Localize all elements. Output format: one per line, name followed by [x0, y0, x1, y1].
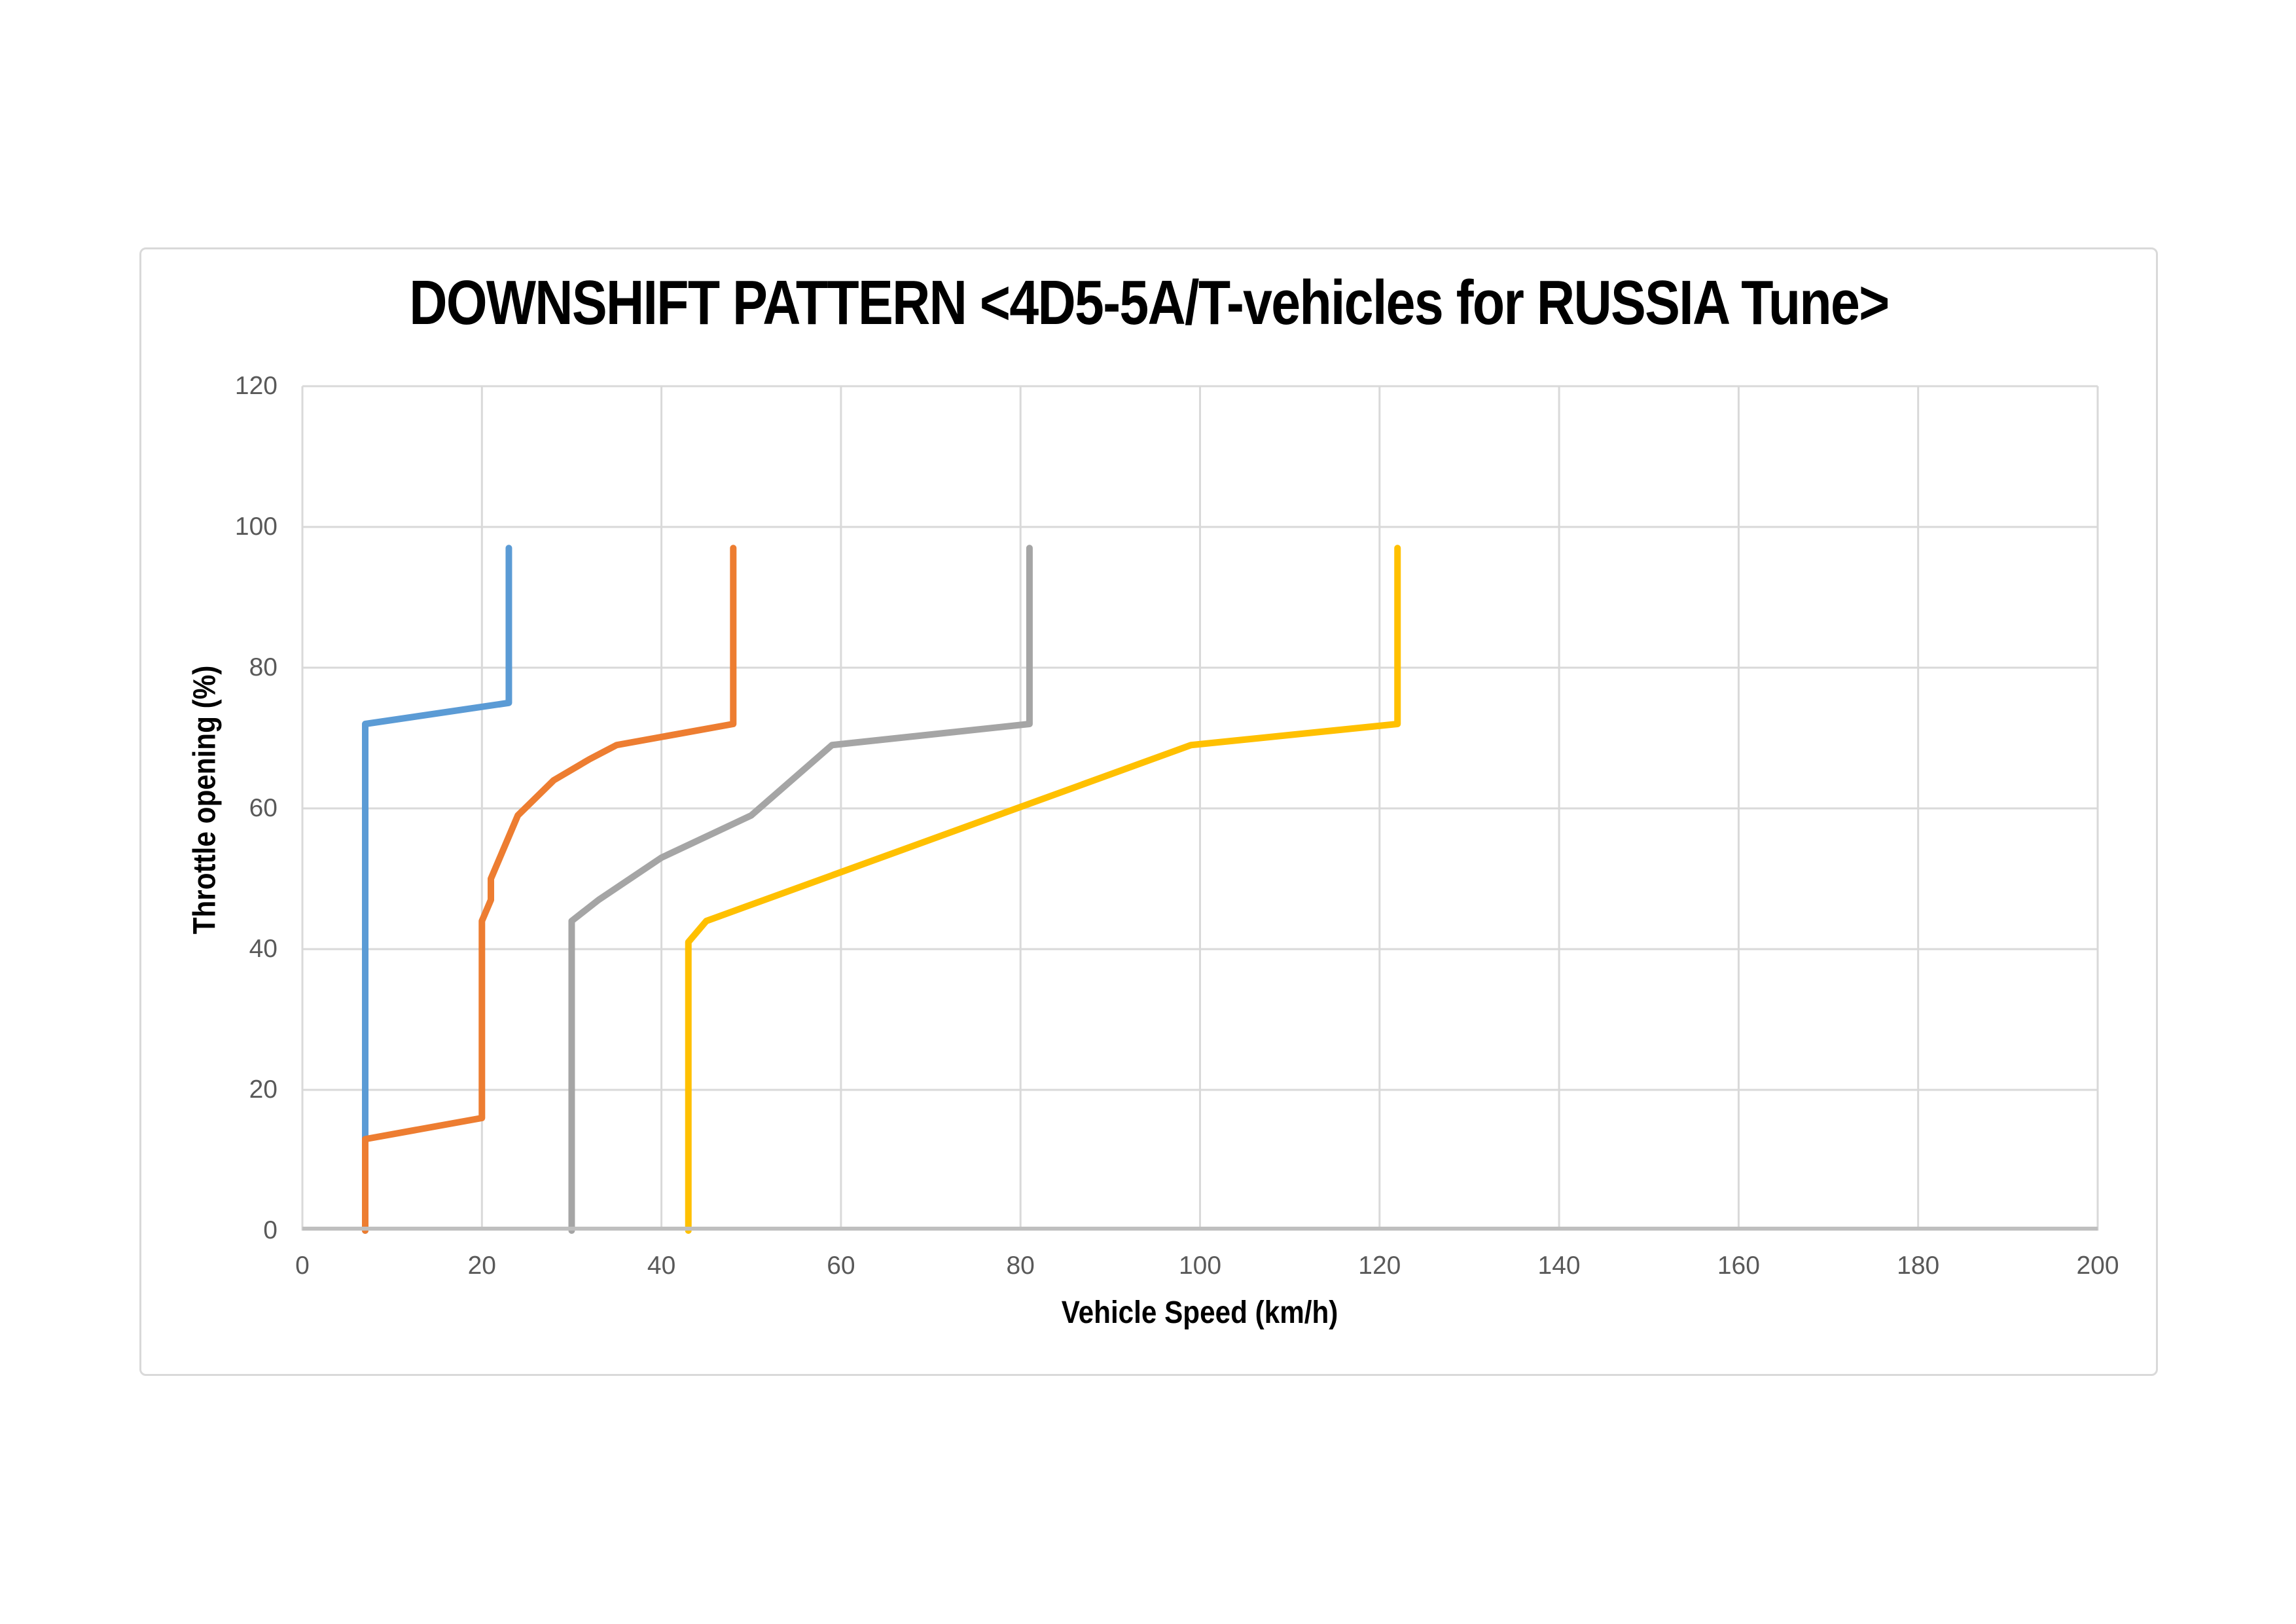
line-series-1-blue	[362, 545, 512, 1234]
chart-title-text: DOWNSHIFT PATTERN <4D5-5A/T-vehicles for…	[408, 268, 1890, 338]
series-lines	[362, 545, 1401, 1234]
gridlines	[301, 385, 2099, 1231]
plot-area	[301, 385, 2099, 1234]
line-series-3-gray	[568, 545, 1033, 1234]
x-axis-title: Vehicle Speed (km/h)	[1062, 1295, 1338, 1330]
chart-title: DOWNSHIFT PATTERN <4D5-5A/T-vehicles for…	[139, 267, 2158, 339]
chart-frame	[139, 247, 2158, 1376]
line-series-2-orange	[362, 545, 737, 1234]
line-series-4-yellow	[685, 545, 1401, 1234]
